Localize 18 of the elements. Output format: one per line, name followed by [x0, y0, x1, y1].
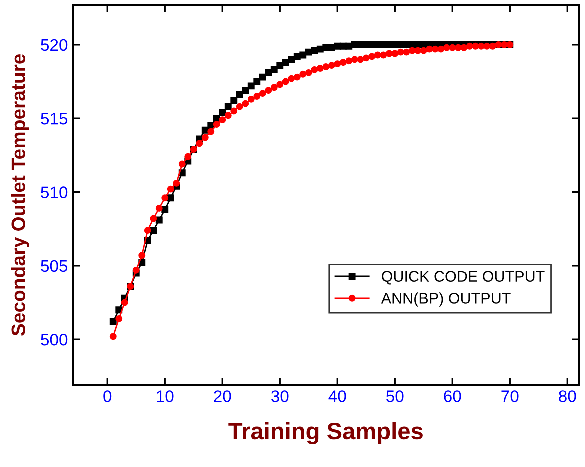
x-tick-label: 0	[104, 390, 112, 402]
y-tick-label: 520	[41, 39, 68, 52]
x-tick-label: 50	[386, 390, 404, 402]
x-tick-label: 70	[502, 390, 519, 402]
y-axis-title: Secondary Outlet Temperature	[11, 54, 30, 336]
x-axis-title: Training Samples	[228, 422, 423, 444]
x-tick-label: 20	[214, 390, 232, 402]
legend-label: QUICK CODE OUTPUT	[382, 271, 545, 285]
y-tick-label: 515	[41, 113, 68, 125]
x-tick-label: 30	[272, 390, 289, 402]
y-tick-label: 510	[41, 186, 68, 198]
legend-label: ANN(BP) OUTPUT	[381, 292, 511, 307]
x-tick-label: 80	[559, 390, 576, 402]
y-tick-label: 500	[41, 334, 68, 346]
x-tick-label: 60	[444, 390, 462, 402]
x-tick-label: 10	[157, 390, 174, 402]
x-tick-label: 40	[328, 390, 346, 402]
y-tick-label: 505	[41, 260, 68, 272]
